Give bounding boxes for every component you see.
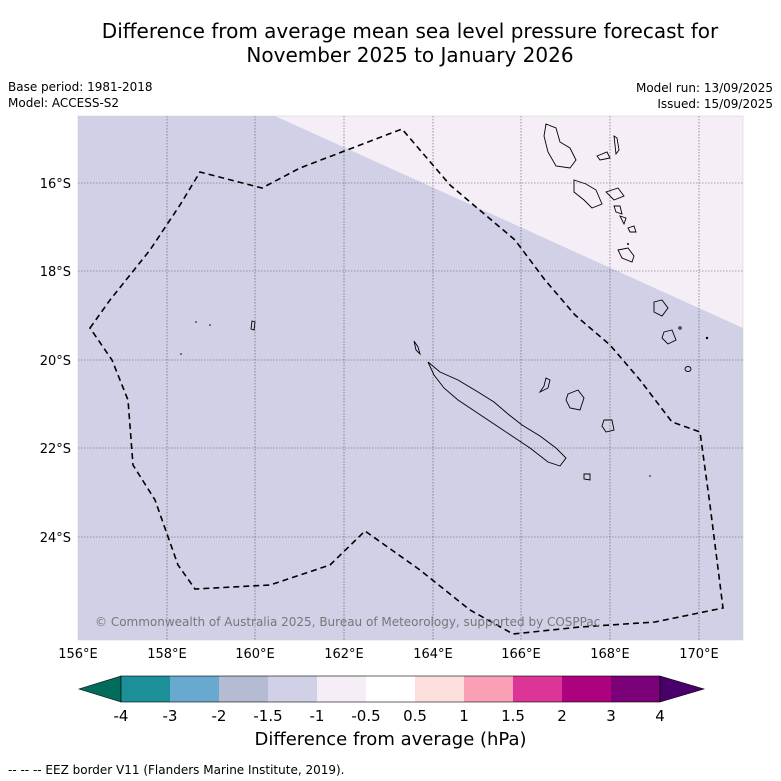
colorbar-segment: [464, 676, 513, 702]
graticule: [78, 116, 743, 640]
colorbar-segment: [415, 676, 464, 702]
lon-label: 166°E: [501, 647, 541, 662]
colorbar-tick: 1: [459, 707, 469, 725]
copyright-notice: © Commonwealth of Australia 2025, Bureau…: [95, 615, 600, 629]
colorbar-tick: -3: [163, 707, 178, 725]
anomaly-field-upper-right: [275, 116, 743, 328]
map-panel: © Commonwealth of Australia 2025, Bureau…: [77, 115, 744, 641]
colorbar-segment: [317, 676, 366, 702]
land-lifou: [565, 389, 585, 411]
colorbar-tick: 0.5: [403, 707, 427, 725]
land-reef-a: [195, 321, 197, 323]
colorbar-segment: [366, 676, 415, 702]
land-shepherd: [627, 225, 637, 233]
land-epi: [613, 205, 623, 215]
land-reef-e: [705, 336, 709, 340]
map-frame: [77, 115, 744, 641]
base-period: Base period: 1981-2018: [8, 80, 153, 94]
lat-label: 20°S: [40, 354, 71, 369]
land-espiritu-santo: [543, 123, 577, 169]
land-reef-d: [649, 475, 651, 477]
lon-label: 156°E: [58, 647, 98, 662]
lat-label: 22°S: [40, 442, 71, 457]
land-futuna: [678, 326, 682, 330]
longitude-labels: 156°E 158°E 160°E 162°E 164°E 166°E 168°…: [58, 647, 719, 662]
lat-label: 18°S: [40, 265, 71, 280]
colorbar-tick: -2: [212, 707, 227, 725]
colorbar-ticks: -4 -3 -2 -1.5 -1 -0.5 0.5 1 1.5 2 3 4: [114, 707, 665, 725]
land-isle-of-pines: [583, 473, 591, 481]
issued-date: Issued: 15/09/2025: [657, 97, 773, 111]
land-chesterfield: [250, 320, 256, 331]
colorbar-tick: -1.5: [253, 707, 282, 725]
colorbar-segment: [268, 676, 317, 702]
eez-legend-note: -- -- -- EEZ border V11 (Flanders Marine…: [8, 763, 345, 777]
land-ambae: [596, 151, 611, 161]
colorbar-segment: [219, 676, 268, 702]
land-malekula: [573, 179, 603, 209]
lon-label: 164°E: [413, 647, 453, 662]
colorbar-segment: [611, 676, 660, 702]
colorbar-frame: [120, 675, 661, 703]
meta-left: Base period: 1981-2018 Model: ACCESS-S2: [8, 79, 153, 111]
colorbar-tick: 1.5: [501, 707, 525, 725]
colorbar-segment: [562, 676, 611, 702]
meta-right: Model run: 13/09/2025 Issued: 15/09/2025: [636, 80, 773, 112]
land-belep: [413, 340, 421, 356]
land-matthew: [684, 366, 692, 372]
colorbar-tick: 4: [655, 707, 665, 725]
colorbar-tick: -4: [114, 707, 129, 725]
eez-border: [89, 128, 724, 635]
lon-label: 168°E: [590, 647, 630, 662]
land-tanna: [653, 299, 669, 317]
land-small-vanuatu: [627, 243, 629, 245]
land-erromango: [617, 247, 635, 263]
title-line-1: Difference from average mean sea level p…: [101, 19, 719, 43]
lat-label: 24°S: [40, 531, 71, 546]
colorbar-tick: -1: [310, 707, 325, 725]
colorbar-segment: [170, 676, 219, 702]
land-reef-c: [180, 353, 182, 355]
model-name: Model: ACCESS-S2: [8, 96, 120, 110]
colorbar-extend-low: [77, 675, 122, 703]
land-mare: [601, 419, 615, 433]
land-new-caledonia: [427, 361, 567, 467]
lat-label: 16°S: [40, 177, 71, 192]
latitude-labels: 16°S 18°S 20°S 22°S 24°S: [40, 177, 71, 546]
colorbar-tick: 3: [606, 707, 616, 725]
colorbar-segment: [513, 676, 562, 702]
colorbar-tick: 2: [557, 707, 567, 725]
colorbar-tick: -0.5: [351, 707, 380, 725]
title-line-2: November 2025 to January 2026: [246, 43, 574, 67]
land-efate: [619, 215, 627, 226]
model-run: Model run: 13/09/2025: [635, 81, 773, 95]
lon-label: 170°E: [679, 647, 719, 662]
land-ouvea: [538, 377, 551, 394]
land-reef-b: [209, 324, 211, 326]
map-title: Difference from average mean sea level p…: [0, 19, 781, 67]
colorbar-label: Difference from average (hPa): [254, 729, 527, 750]
lon-label: 162°E: [324, 647, 364, 662]
colorbar-extend-high: [659, 675, 706, 703]
lon-label: 160°E: [235, 647, 275, 662]
colorbar-segment: [121, 676, 170, 702]
colorbar: [77, 675, 706, 703]
land-pentecost: [605, 187, 625, 201]
land-aneityum: [661, 329, 677, 345]
lon-label: 158°E: [147, 647, 187, 662]
land-maewo: [613, 135, 620, 156]
